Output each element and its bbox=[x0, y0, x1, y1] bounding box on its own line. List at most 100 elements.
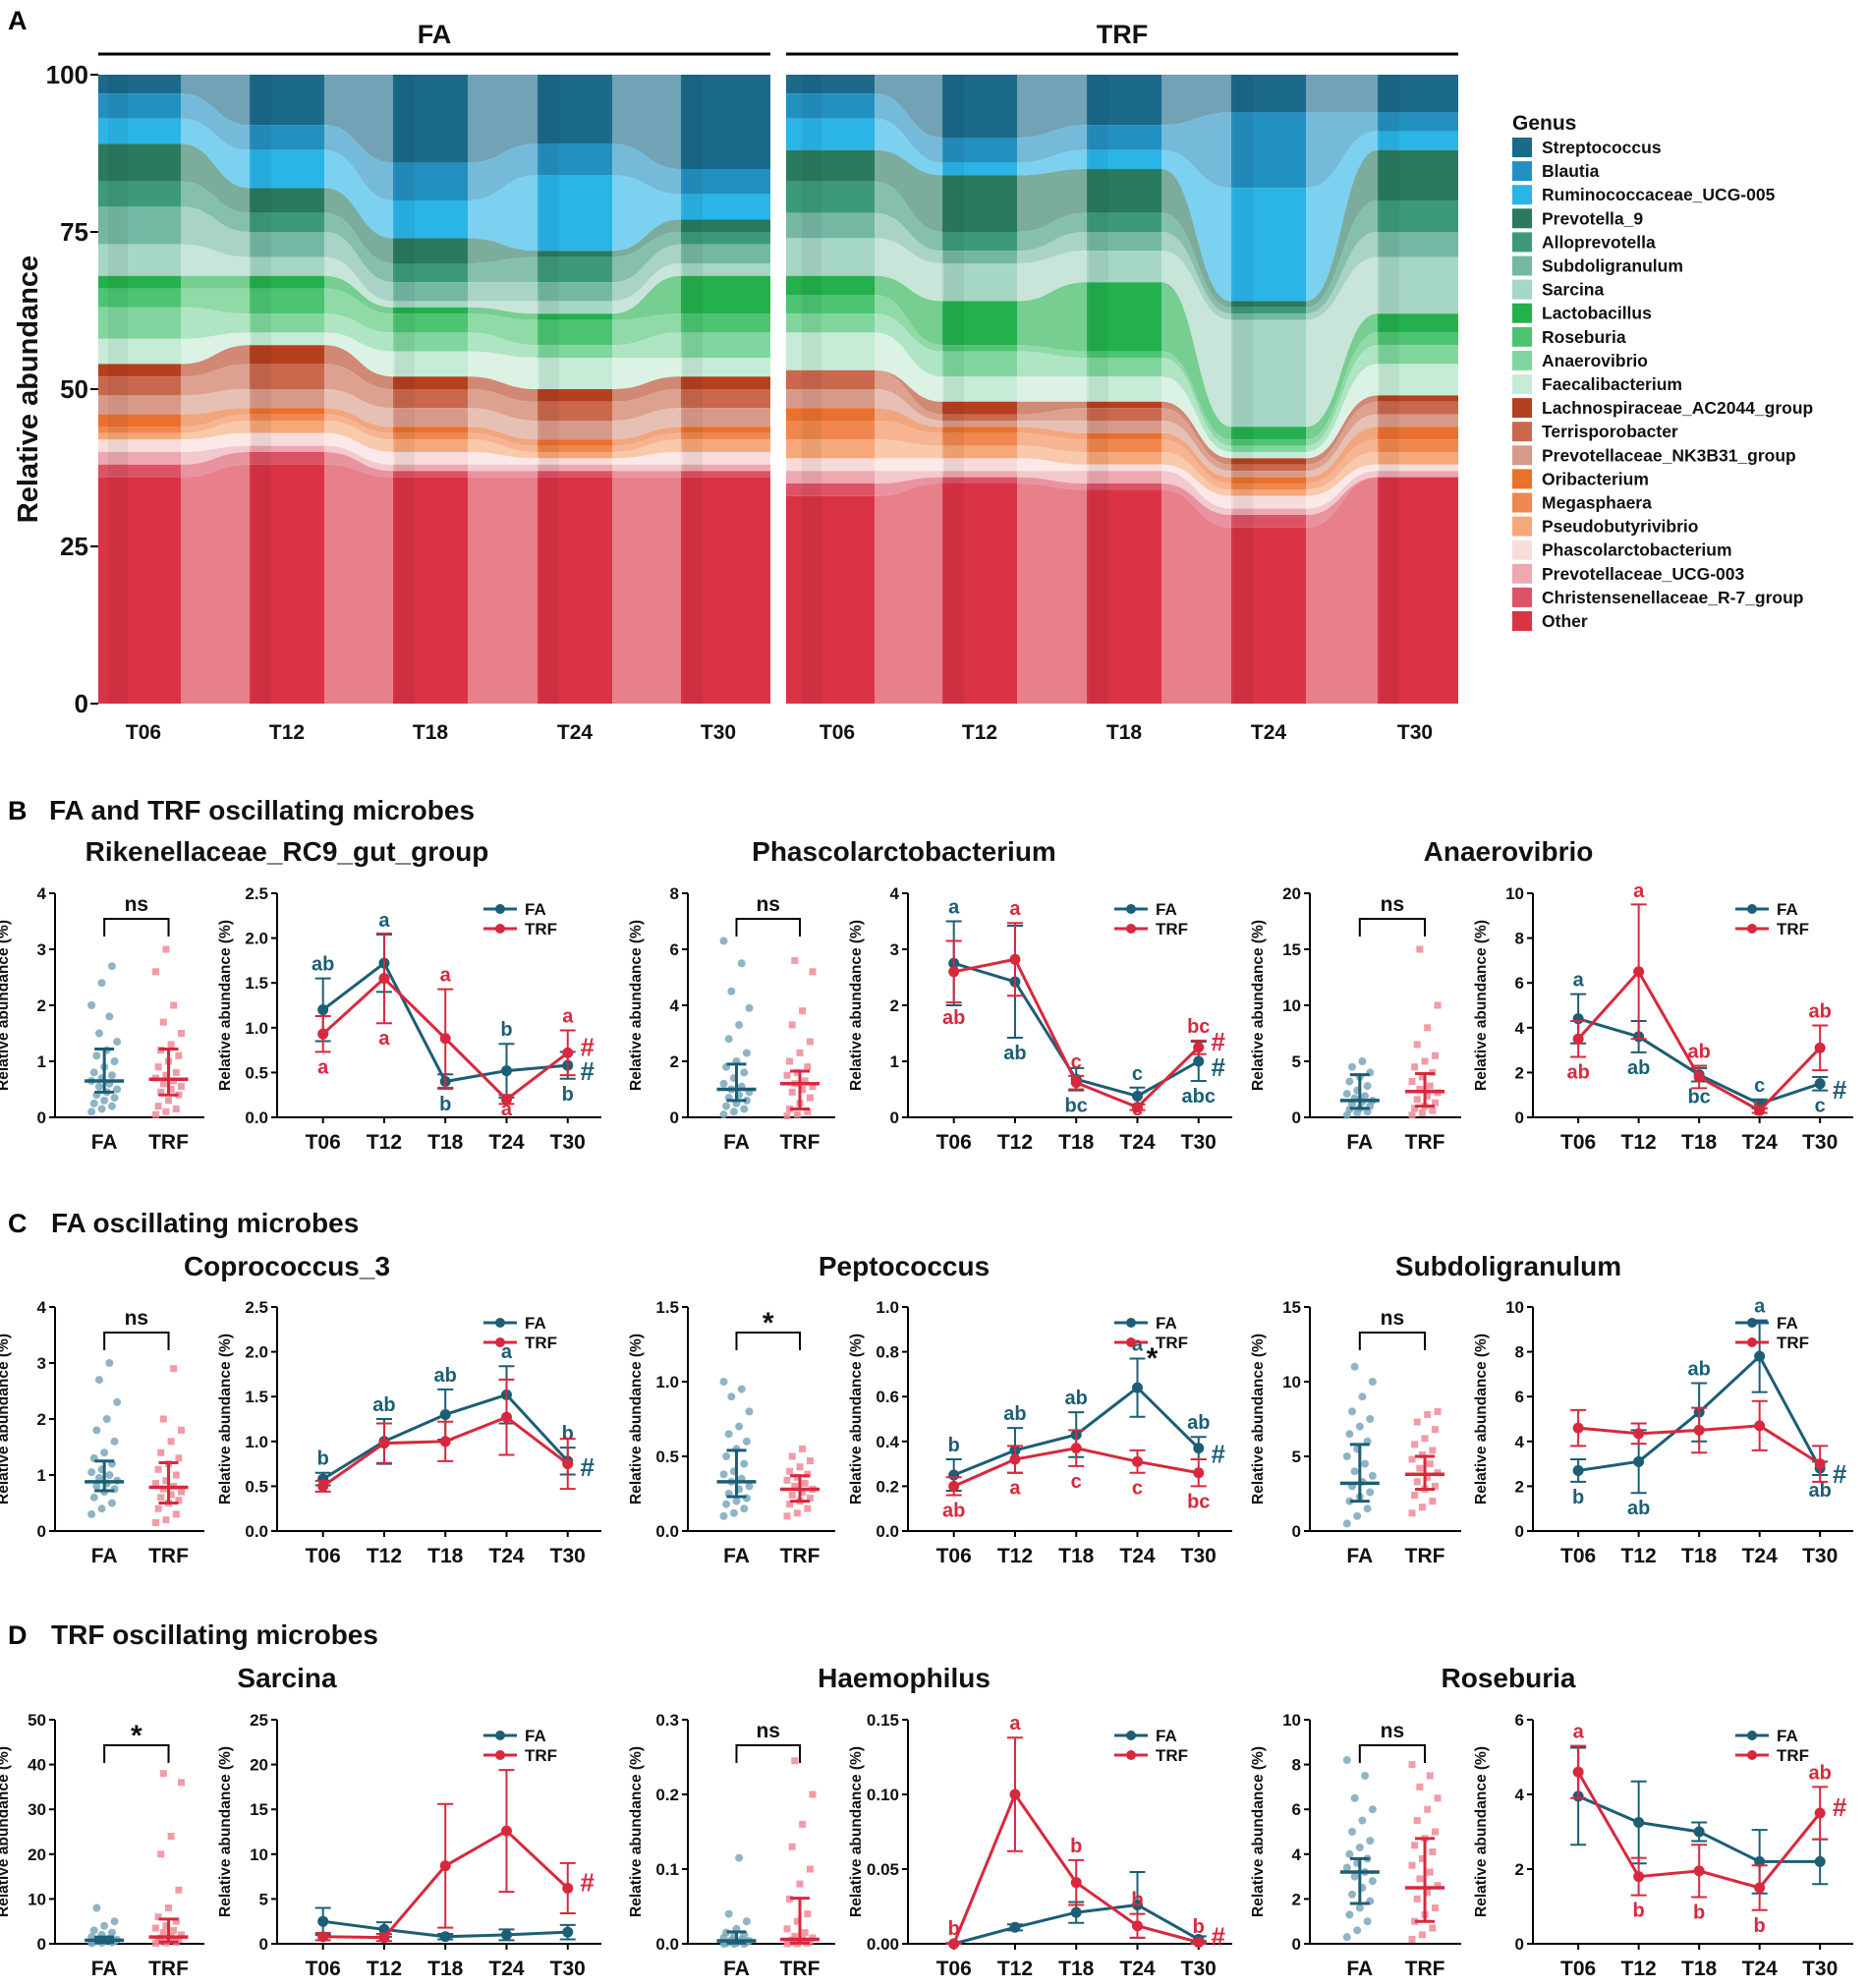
legend-marker bbox=[495, 1750, 505, 1760]
legend-label: TRF bbox=[1777, 1746, 1809, 1765]
x-tick-label: T18 bbox=[1058, 1131, 1095, 1154]
data-point bbox=[783, 1925, 791, 1933]
significance-bracket bbox=[103, 1744, 170, 1763]
x-tick-label: T06 bbox=[306, 1545, 341, 1567]
y-tick-label: 0 bbox=[37, 1935, 46, 1954]
data-point bbox=[562, 1458, 574, 1470]
stack-layer-lactobacillus bbox=[786, 275, 1458, 440]
rhythm-hash: # bbox=[1833, 1459, 1847, 1489]
data-point bbox=[1424, 1092, 1432, 1100]
data-point bbox=[1408, 1078, 1416, 1086]
subpanel-title: Anaerovibrio bbox=[1424, 836, 1594, 867]
y-tick-label: 0.05 bbox=[867, 1860, 899, 1879]
y-tick-label: 50 bbox=[60, 374, 88, 404]
stack-layer-other bbox=[98, 464, 770, 704]
data-point bbox=[742, 1096, 751, 1105]
significance-letter: b bbox=[1693, 1903, 1705, 1924]
scatter-panel-c5: 0 5 10 15 Relative abundance (%) FA TRF ns Subdo… bbox=[1250, 1251, 1621, 1567]
data-point bbox=[740, 1105, 749, 1113]
legend-swatch bbox=[1512, 563, 1532, 584]
data-point bbox=[1418, 1931, 1426, 1939]
data-point bbox=[175, 1935, 183, 1943]
data-point bbox=[165, 1904, 173, 1912]
y-tick-label: 10 bbox=[28, 1890, 46, 1908]
legend-marker bbox=[1126, 904, 1136, 914]
significance-letter: c bbox=[1071, 1471, 1082, 1493]
y-tick-label: 2 bbox=[37, 1410, 46, 1429]
data-point bbox=[793, 1473, 801, 1481]
bar-shade bbox=[108, 75, 128, 704]
data-point bbox=[1358, 1816, 1367, 1825]
data-point bbox=[1411, 1105, 1419, 1112]
legend-item: Faecalibacterium bbox=[1542, 374, 1682, 394]
x-tick-label: T12 bbox=[367, 1958, 402, 1980]
data-point bbox=[1431, 1099, 1439, 1107]
y-axis-label: Relative abundance (%) bbox=[628, 1334, 645, 1505]
y-axis-label: Relative abundance (%) bbox=[848, 920, 865, 1091]
data-point bbox=[317, 1004, 329, 1016]
significance-letter: a bbox=[1633, 880, 1645, 902]
y-axis-label: Relative abundance (%) bbox=[848, 1334, 865, 1505]
y-tick-label: 3 bbox=[37, 940, 46, 959]
legend-swatch bbox=[1512, 445, 1532, 466]
transition-band bbox=[1161, 75, 1231, 704]
data-point bbox=[92, 1051, 101, 1060]
y-tick-label: 6 bbox=[1515, 1711, 1524, 1730]
data-point bbox=[1814, 1807, 1826, 1819]
data-point bbox=[157, 1088, 165, 1096]
significance-letter: b bbox=[439, 1094, 451, 1115]
stack-layer-oribacterium bbox=[98, 408, 770, 446]
y-tick-label: 0.0 bbox=[245, 1108, 268, 1127]
significance-letter: a bbox=[1009, 898, 1021, 920]
data-point bbox=[97, 1505, 106, 1513]
significance-bracket bbox=[1358, 1744, 1427, 1763]
data-point bbox=[1408, 1509, 1416, 1517]
significance-bracket bbox=[103, 1332, 170, 1350]
data-point bbox=[162, 1108, 170, 1115]
data-point bbox=[791, 1482, 799, 1490]
data-point bbox=[1348, 1890, 1357, 1899]
x-tick-label: T24 bbox=[1742, 1958, 1779, 1980]
y-tick-label: 0 bbox=[890, 1108, 899, 1127]
scatter-panel-b1: 0 1 2 3 4 Relative abundance (%) FA TRF ns Rikene… bbox=[0, 836, 488, 1154]
data-point bbox=[172, 1917, 180, 1925]
x-tick-label: T18 bbox=[1058, 1958, 1095, 1980]
y-axis-label: Relative abundance (%) bbox=[217, 1746, 234, 1917]
data-point bbox=[1355, 1422, 1364, 1431]
series-trf: a a a a a # bbox=[314, 933, 595, 1120]
data-point bbox=[175, 1454, 183, 1462]
legend-title: Genus bbox=[1512, 112, 1576, 135]
y-tick-label: 0.8 bbox=[876, 1343, 899, 1362]
data-point bbox=[786, 1105, 794, 1112]
data-point bbox=[162, 1071, 170, 1079]
legend-swatch bbox=[1512, 279, 1532, 300]
y-tick-label: 1.0 bbox=[876, 1298, 899, 1317]
y-axis-label: Relative abundance (%) bbox=[0, 920, 12, 1091]
y-tick-label: 1 bbox=[890, 1052, 899, 1071]
scatter-panel-c3: 0.0 0.5 1.0 1.5 Relative abundance (%) FA TRF *… bbox=[628, 1251, 990, 1567]
legend-swatch bbox=[1512, 256, 1532, 276]
stack-layer-streptococcus bbox=[98, 75, 770, 169]
data-point bbox=[500, 1411, 512, 1423]
significance-bracket bbox=[735, 1744, 801, 1763]
x-tick-label: T24 bbox=[488, 1958, 525, 1980]
significance-letter: b bbox=[1572, 1487, 1584, 1508]
data-point bbox=[167, 1491, 175, 1499]
significance-letter: a bbox=[1009, 1713, 1021, 1734]
significance-letter: ab bbox=[1187, 1412, 1210, 1434]
y-tick-label: 0.10 bbox=[867, 1786, 899, 1804]
data-point bbox=[94, 1082, 103, 1091]
x-tick-label: TRF bbox=[1405, 1958, 1445, 1980]
x-tick-label: T30 bbox=[1181, 1131, 1217, 1154]
y-tick-label: 6 bbox=[670, 940, 679, 959]
data-point bbox=[87, 1108, 96, 1116]
x-tick-label: T30 bbox=[550, 1545, 586, 1567]
stack-layer-subdoligranulum bbox=[98, 206, 770, 302]
x-tick-label: T30 bbox=[1802, 1545, 1838, 1567]
x-tick-label: TRF bbox=[780, 1958, 821, 1980]
data-point bbox=[783, 1476, 791, 1484]
data-point bbox=[159, 1018, 167, 1026]
legend-item: Phascolarctobacterium bbox=[1542, 540, 1732, 560]
